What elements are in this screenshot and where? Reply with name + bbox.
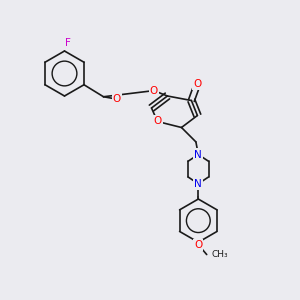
Text: F: F — [64, 38, 70, 49]
Text: O: O — [150, 85, 158, 96]
Text: O: O — [194, 240, 202, 250]
Text: CH₃: CH₃ — [212, 250, 228, 259]
Text: N: N — [194, 179, 202, 189]
Text: N: N — [194, 149, 202, 160]
Text: O: O — [153, 116, 162, 127]
Text: O: O — [113, 94, 121, 104]
Text: O: O — [193, 79, 202, 89]
